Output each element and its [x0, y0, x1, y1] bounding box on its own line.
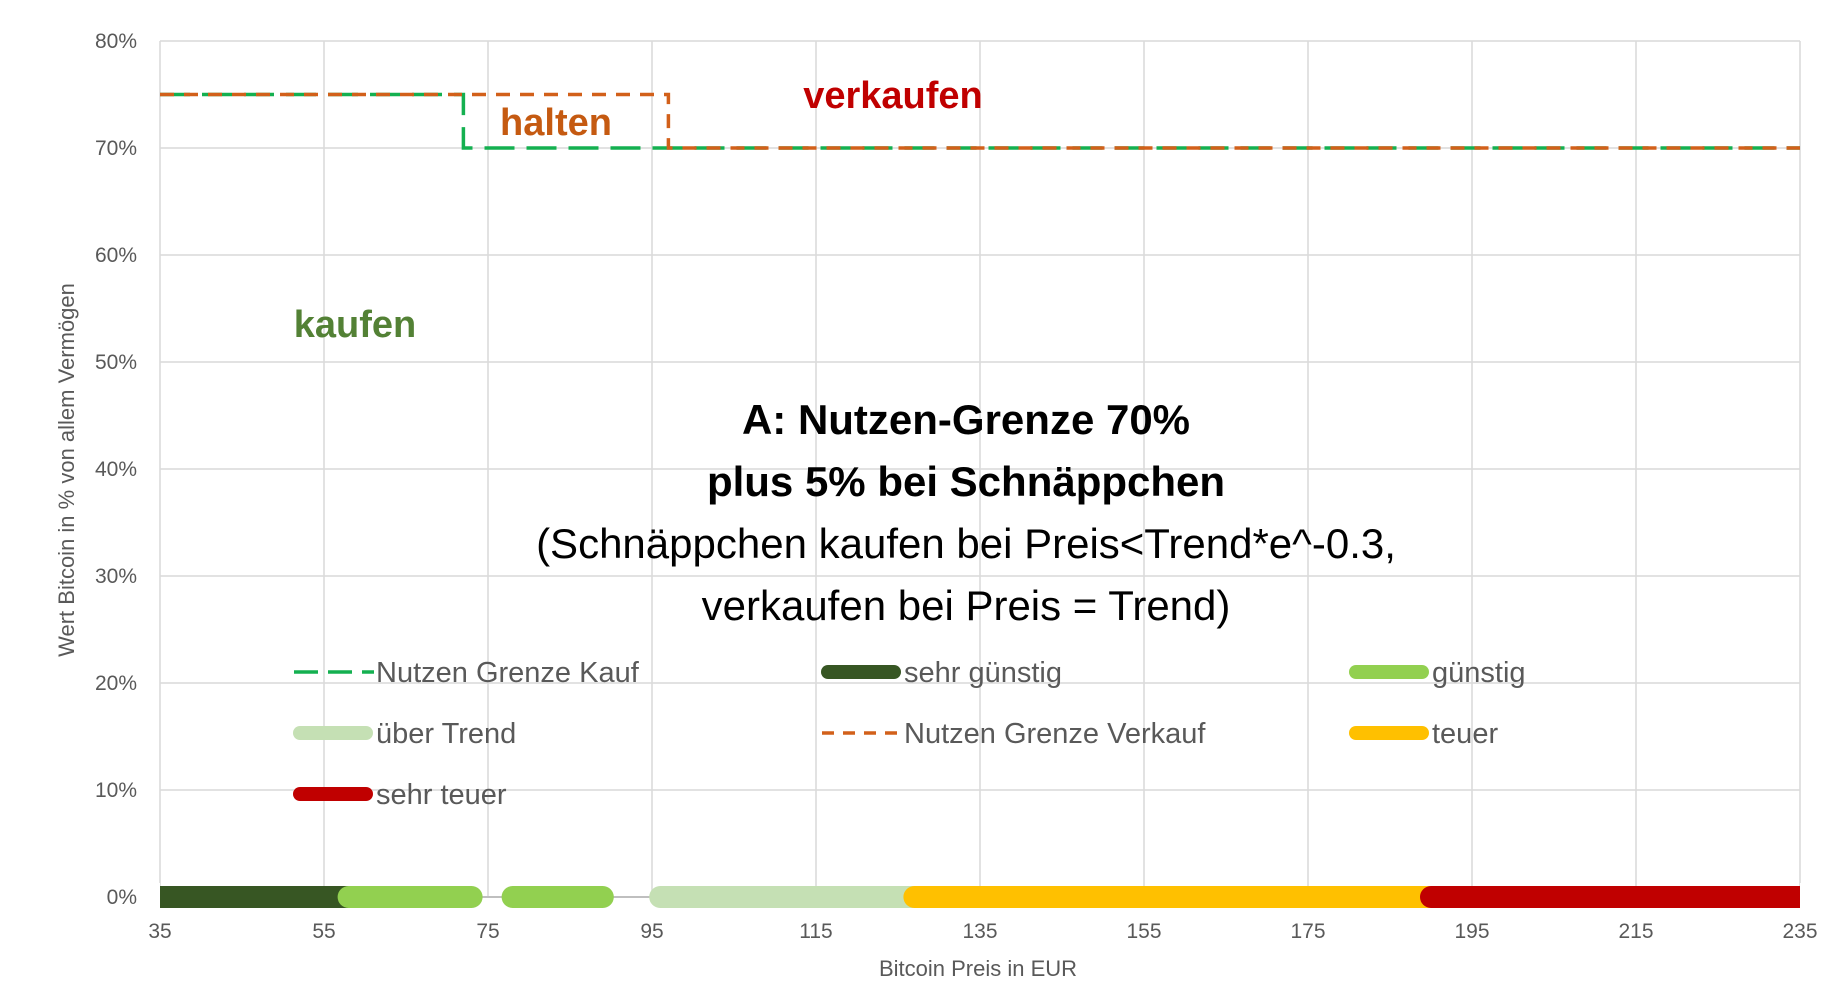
- region-label-verkaufen: verkaufen: [803, 75, 983, 117]
- x-tick-label: 115: [799, 920, 832, 943]
- grid: [159, 40, 1801, 898]
- x-axis-ticks: 35 55 75 95 115 135 155 175 195 215 235: [148, 920, 1817, 943]
- annotation-line-3: (Schnäppchen kaufen bei Preis<Trend*e^-0…: [536, 520, 1396, 567]
- series-lines: [160, 92, 1800, 150]
- band-clip-right: [1800, 883, 1830, 911]
- region-label-kaufen: kaufen: [294, 304, 416, 346]
- y-tick-label: 0%: [107, 886, 137, 909]
- y-tick-label: 80%: [95, 30, 137, 53]
- legend-label: sehr günstig: [904, 657, 1062, 689]
- annotation-line-2: plus 5% bei Schnäppchen: [707, 458, 1225, 505]
- legend-label: über Trend: [376, 718, 516, 750]
- x-tick-label: 35: [148, 920, 171, 943]
- x-tick-label: 175: [1290, 920, 1325, 943]
- legend: Nutzen Grenze Kauf sehr günstig günstig übe…: [293, 657, 1526, 811]
- x-tick-label: 195: [1454, 920, 1489, 943]
- y-tick-label: 50%: [95, 351, 137, 374]
- legend-label: teuer: [1432, 718, 1498, 750]
- y-axis-label: Wert Bitcoin in % von allem Vermögen: [54, 283, 79, 657]
- y-tick-label: 40%: [95, 458, 137, 481]
- legend-label: Nutzen Grenze Verkauf: [904, 718, 1206, 750]
- y-tick-label: 20%: [95, 672, 137, 695]
- legend-label: Nutzen Grenze Kauf: [376, 657, 640, 689]
- y-tick-label: 30%: [95, 565, 137, 588]
- y-axis-ticks: 0% 10% 20% 30% 40% 50% 60% 70% 80%: [95, 30, 137, 909]
- price-bands: [140, 883, 1830, 911]
- legend-label: günstig: [1432, 657, 1526, 689]
- x-tick-label: 55: [312, 920, 335, 943]
- series-line: [160, 92, 1800, 150]
- annotation-line-4: verkaufen bei Preis = Trend): [702, 582, 1231, 629]
- region-label-halten: halten: [500, 102, 612, 144]
- x-tick-label: 95: [640, 920, 663, 943]
- x-tick-label: 75: [476, 920, 499, 943]
- x-tick-label: 135: [962, 920, 997, 943]
- y-tick-label: 10%: [95, 779, 137, 802]
- x-tick-label: 215: [1618, 920, 1653, 943]
- y-tick-label: 60%: [95, 244, 137, 267]
- legend-label: sehr teuer: [376, 779, 507, 811]
- band-clip-left: [140, 883, 160, 911]
- y-tick-label: 70%: [95, 137, 137, 160]
- annotation-line-1: A: Nutzen-Grenze 70%: [742, 396, 1190, 443]
- x-tick-label: 155: [1126, 920, 1161, 943]
- x-axis-label: Bitcoin Preis in EUR: [879, 956, 1077, 981]
- x-tick-label: 235: [1782, 920, 1817, 943]
